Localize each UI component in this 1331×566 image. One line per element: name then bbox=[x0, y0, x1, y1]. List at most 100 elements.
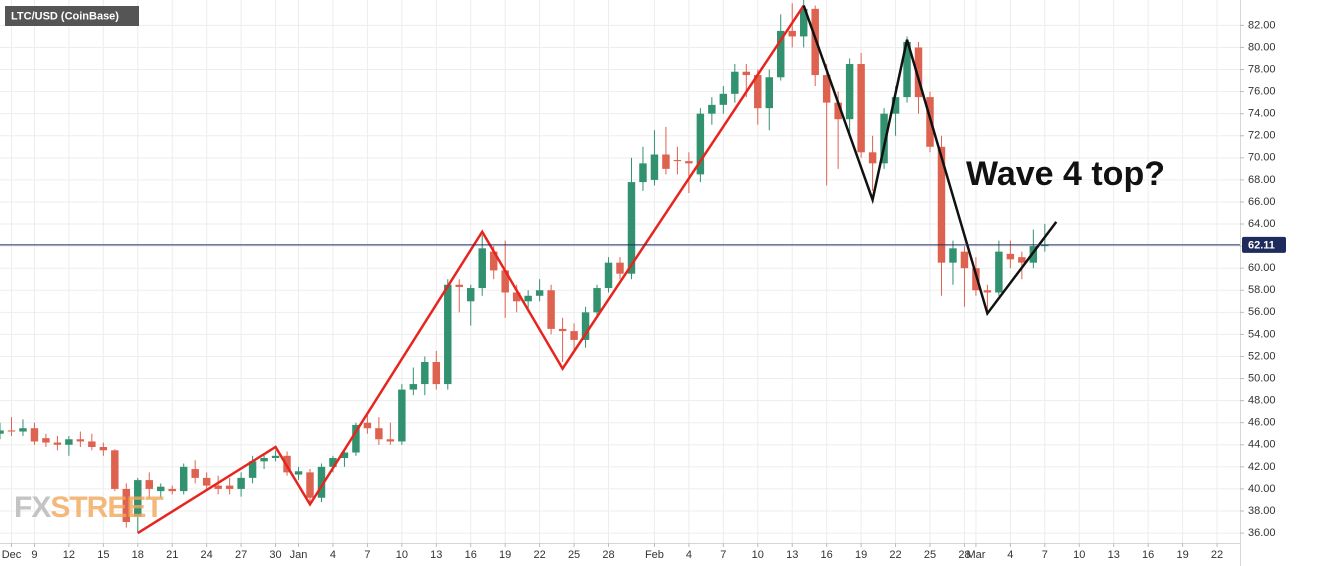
candle-body bbox=[260, 458, 268, 462]
x-tick-label: 7 bbox=[720, 549, 726, 561]
x-tick-label: 19 bbox=[1176, 549, 1188, 561]
candle-body bbox=[512, 292, 521, 302]
x-tick-label: 16 bbox=[1142, 549, 1154, 561]
candle-body bbox=[765, 77, 773, 109]
candle-body bbox=[616, 262, 624, 274]
x-tick-label: 27 bbox=[235, 549, 247, 561]
candle-body bbox=[455, 284, 463, 287]
last-price-box bbox=[1242, 236, 1286, 253]
y-tick-label: 60.00 bbox=[1248, 262, 1276, 274]
candle-body bbox=[570, 331, 578, 340]
y-tick-label: 66.00 bbox=[1248, 196, 1276, 208]
candle-body bbox=[995, 251, 1003, 293]
candle-body bbox=[444, 284, 452, 385]
candle-body bbox=[19, 428, 27, 432]
candle-body bbox=[386, 439, 395, 442]
candle-body bbox=[214, 485, 222, 489]
y-tick-label: 72.00 bbox=[1248, 130, 1276, 142]
candle-body bbox=[0, 430, 4, 434]
candle-body bbox=[811, 8, 819, 76]
y-tick-label: 44.00 bbox=[1248, 439, 1276, 451]
candle-body bbox=[593, 288, 601, 313]
chart-title: LTC/USD (CoinBase) bbox=[11, 10, 119, 22]
x-tick-label: 15 bbox=[97, 549, 109, 561]
y-tick-label: 80.00 bbox=[1248, 41, 1276, 53]
title-box bbox=[5, 6, 139, 26]
candle-body bbox=[30, 428, 39, 442]
candle-body bbox=[949, 248, 957, 263]
candle-body bbox=[248, 461, 257, 478]
candle-body bbox=[673, 160, 682, 162]
candle-body bbox=[202, 477, 211, 486]
candle-body bbox=[547, 290, 555, 329]
candle-body bbox=[983, 290, 992, 293]
x-tick-label: 25 bbox=[568, 549, 580, 561]
candle-body bbox=[7, 430, 16, 432]
x-tick-label: 16 bbox=[465, 549, 477, 561]
candle-body bbox=[880, 113, 888, 164]
y-tick-label: 68.00 bbox=[1248, 174, 1276, 186]
candle-body bbox=[719, 93, 728, 105]
candle-body bbox=[489, 251, 498, 271]
y-tick-label: 56.00 bbox=[1248, 306, 1276, 318]
candle-body bbox=[558, 328, 567, 332]
x-tick-label: 4 bbox=[1007, 549, 1013, 561]
x-tick-label: 19 bbox=[855, 549, 867, 561]
candle-body bbox=[76, 439, 85, 442]
x-tick-label: 28 bbox=[602, 549, 614, 561]
candle-body bbox=[191, 469, 199, 478]
candle-body bbox=[352, 424, 360, 453]
watermark-fx: FX bbox=[14, 491, 51, 524]
candle-body bbox=[1041, 244, 1049, 247]
trend-line bbox=[802, 5, 1058, 317]
candle-body bbox=[329, 458, 337, 467]
x-tick-label: 4 bbox=[686, 549, 692, 561]
candle-body bbox=[421, 362, 429, 385]
candle-body bbox=[868, 152, 877, 164]
y-tick-label: 76.00 bbox=[1248, 86, 1276, 98]
x-tick-label: 13 bbox=[430, 549, 442, 561]
candle-body bbox=[650, 154, 659, 180]
candle-body bbox=[696, 113, 705, 175]
candle-body bbox=[467, 288, 475, 302]
annotation: Wave 4 top? bbox=[966, 155, 1165, 193]
y-tick-label: 64.00 bbox=[1248, 218, 1276, 230]
x-tick-label: 9 bbox=[31, 549, 37, 561]
x-tick-label: 12 bbox=[63, 549, 75, 561]
y-tick-label: 54.00 bbox=[1248, 328, 1276, 340]
y-tick-label: 48.00 bbox=[1248, 395, 1276, 407]
y-tick-label: 50.00 bbox=[1248, 372, 1276, 384]
candle-body bbox=[145, 480, 153, 489]
candle-body bbox=[845, 64, 854, 120]
x-tick-label: 10 bbox=[752, 549, 764, 561]
candle-body bbox=[937, 146, 946, 263]
candle-body bbox=[432, 362, 441, 385]
candle-body bbox=[639, 163, 647, 183]
x-tick-label: 21 bbox=[166, 549, 178, 561]
candle-body bbox=[294, 471, 303, 475]
x-tick-label: 22 bbox=[889, 549, 901, 561]
candle-body bbox=[822, 75, 831, 103]
candle-body bbox=[53, 442, 62, 445]
candle-body bbox=[857, 64, 865, 153]
y-tick-label: 36.00 bbox=[1248, 527, 1276, 539]
y-tick-label: 70.00 bbox=[1248, 152, 1276, 164]
y-tick-label: 46.00 bbox=[1248, 417, 1276, 429]
x-tick-label: 22 bbox=[1211, 549, 1223, 561]
candle-body bbox=[914, 47, 923, 98]
y-tick-label: 42.00 bbox=[1248, 461, 1276, 473]
candle-body bbox=[535, 290, 544, 296]
candle-body bbox=[237, 477, 245, 489]
candle-body bbox=[42, 438, 50, 443]
x-tick-label: 10 bbox=[396, 549, 408, 561]
candle-body bbox=[501, 270, 509, 293]
candle-body bbox=[157, 486, 165, 492]
x-tick-label: 18 bbox=[132, 549, 144, 561]
candle-body bbox=[903, 41, 911, 98]
candle-body bbox=[891, 97, 900, 114]
candle-body bbox=[317, 466, 326, 498]
x-tick-label: 4 bbox=[330, 549, 336, 561]
candle-body bbox=[834, 102, 842, 120]
